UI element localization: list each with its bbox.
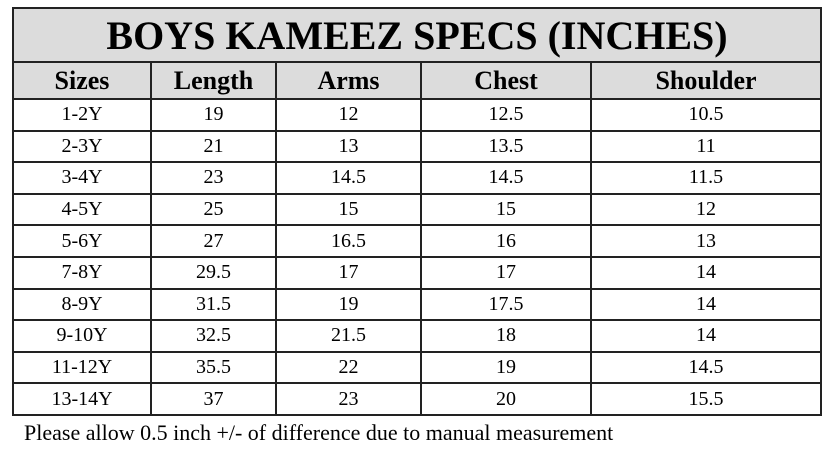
table-cell: 23 [275,382,422,416]
table-row: 1-2Y 19 12 12.5 10.5 [12,98,823,132]
table-cell: 13.5 [420,129,592,164]
table-cell: 7-8Y [12,255,152,290]
table-row: 5-6Y 27 16.5 16 13 [12,224,823,258]
column-header: Chest [420,61,592,100]
table-cell: 12.5 [420,98,592,132]
column-header: Shoulder [589,61,823,100]
table-cell: 10.5 [589,98,823,132]
table-row: 8-9Y 31.5 19 17.5 14 [12,287,823,322]
table-cell: 20 [420,382,592,416]
table-row: 13-14Y 37 23 20 15.5 [12,382,823,416]
table-cell: 5-6Y [12,224,152,258]
note: Please allow 0.5 inch +/- of difference … [24,420,614,445]
table-row: 11-12Y 35.5 22 19 14.5 [12,350,823,385]
table-cell: 31.5 [150,287,277,322]
table-cell: 25 [150,192,277,227]
table-cell: 14.5 [420,161,592,195]
table-cell: 11.5 [589,161,823,195]
table-cell: 22 [275,350,422,385]
table-cell: 19 [275,287,422,322]
table-cell: 11 [589,129,823,164]
table-cell: 17 [420,255,592,290]
table-row: 9-10Y 32.5 21.5 18 14 [12,319,823,353]
table-cell: 32.5 [150,319,277,353]
table-cell: 4-5Y [12,192,152,227]
table-cell: 15 [275,192,422,227]
table-cell: 16 [420,224,592,258]
table-cell: 2-3Y [12,129,152,164]
table-cell: 15.5 [589,382,823,416]
table-cell: 18 [420,319,592,353]
table-row: 4-5Y 25 15 15 12 [12,192,823,227]
table-cell: 23 [150,161,277,195]
table-cell: 14 [589,319,823,353]
table-row: 2-3Y 21 13 13.5 11 [12,129,823,164]
table-cell: 37 [150,382,277,416]
table-cell: 16.5 [275,224,422,258]
table-cell: 19 [420,350,592,385]
table-cell: 35.5 [150,350,277,385]
table-cell: 14.5 [275,161,422,195]
table-cell: 13 [275,129,422,164]
table-cell: 29.5 [150,255,277,290]
table-cell: 17 [275,255,422,290]
spec-table: BOYS KAMEEZ SPECS (INCHES) Sizes Length Ar… [11,7,823,416]
table-cell: 14 [589,255,823,290]
table-cell: 1-2Y [12,98,152,132]
table-title: BOYS KAMEEZ SPECS (INCHES) [11,7,823,63]
table-cell: 27 [150,224,277,258]
column-header: Length [150,61,277,100]
table-row: 7-8Y 29.5 17 17 14 [12,255,823,290]
table-cell: 3-4Y [12,161,152,195]
table-cell: 13 [589,224,823,258]
table-cell: 17.5 [420,287,592,322]
table-cell: 14 [589,287,823,322]
table-cell: 14.5 [589,350,823,385]
table-cell: 21 [150,129,277,164]
table-cell: 12 [589,192,823,227]
table-cell: 15 [420,192,592,227]
table-cell: 13-14Y [12,382,152,416]
table-cell: 11-12Y [12,350,152,385]
table-cell: 12 [275,98,422,132]
column-header: Sizes [12,61,152,100]
column-header: Arms [275,61,422,100]
table-cell: 19 [150,98,277,132]
table-cell: 8-9Y [12,287,152,322]
table-row: 3-4Y 23 14.5 14.5 11.5 [12,161,823,195]
table-cell: 9-10Y [12,319,152,353]
table-cell: 21.5 [275,319,422,353]
spec-table-wrap: BOYS KAMEEZ SPECS (INCHES) Sizes Length Ar… [11,7,823,416]
